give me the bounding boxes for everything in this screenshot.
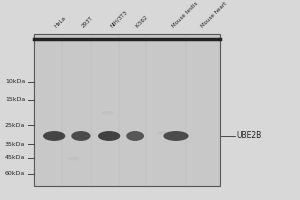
Text: UBE2B: UBE2B: [236, 131, 261, 140]
Text: 15kDa: 15kDa: [5, 97, 25, 102]
Text: NIH/3T3: NIH/3T3: [109, 10, 128, 29]
Text: 25kDa: 25kDa: [5, 123, 25, 128]
Text: 60kDa: 60kDa: [5, 171, 25, 176]
Ellipse shape: [164, 131, 189, 141]
FancyBboxPatch shape: [34, 34, 220, 186]
Ellipse shape: [157, 131, 169, 135]
Ellipse shape: [98, 131, 120, 141]
Text: HeLa: HeLa: [54, 15, 68, 29]
Text: 35kDa: 35kDa: [5, 142, 25, 147]
Ellipse shape: [68, 157, 79, 160]
Text: 293T: 293T: [81, 15, 94, 29]
Ellipse shape: [101, 111, 113, 114]
Text: 10kDa: 10kDa: [5, 79, 25, 84]
Text: 45kDa: 45kDa: [5, 155, 25, 160]
Ellipse shape: [126, 131, 144, 141]
Text: Mouse testis: Mouse testis: [171, 1, 199, 29]
Ellipse shape: [43, 131, 65, 141]
Ellipse shape: [71, 131, 91, 141]
Text: K-562: K-562: [135, 14, 149, 29]
Text: Mouse heart: Mouse heart: [200, 1, 228, 29]
